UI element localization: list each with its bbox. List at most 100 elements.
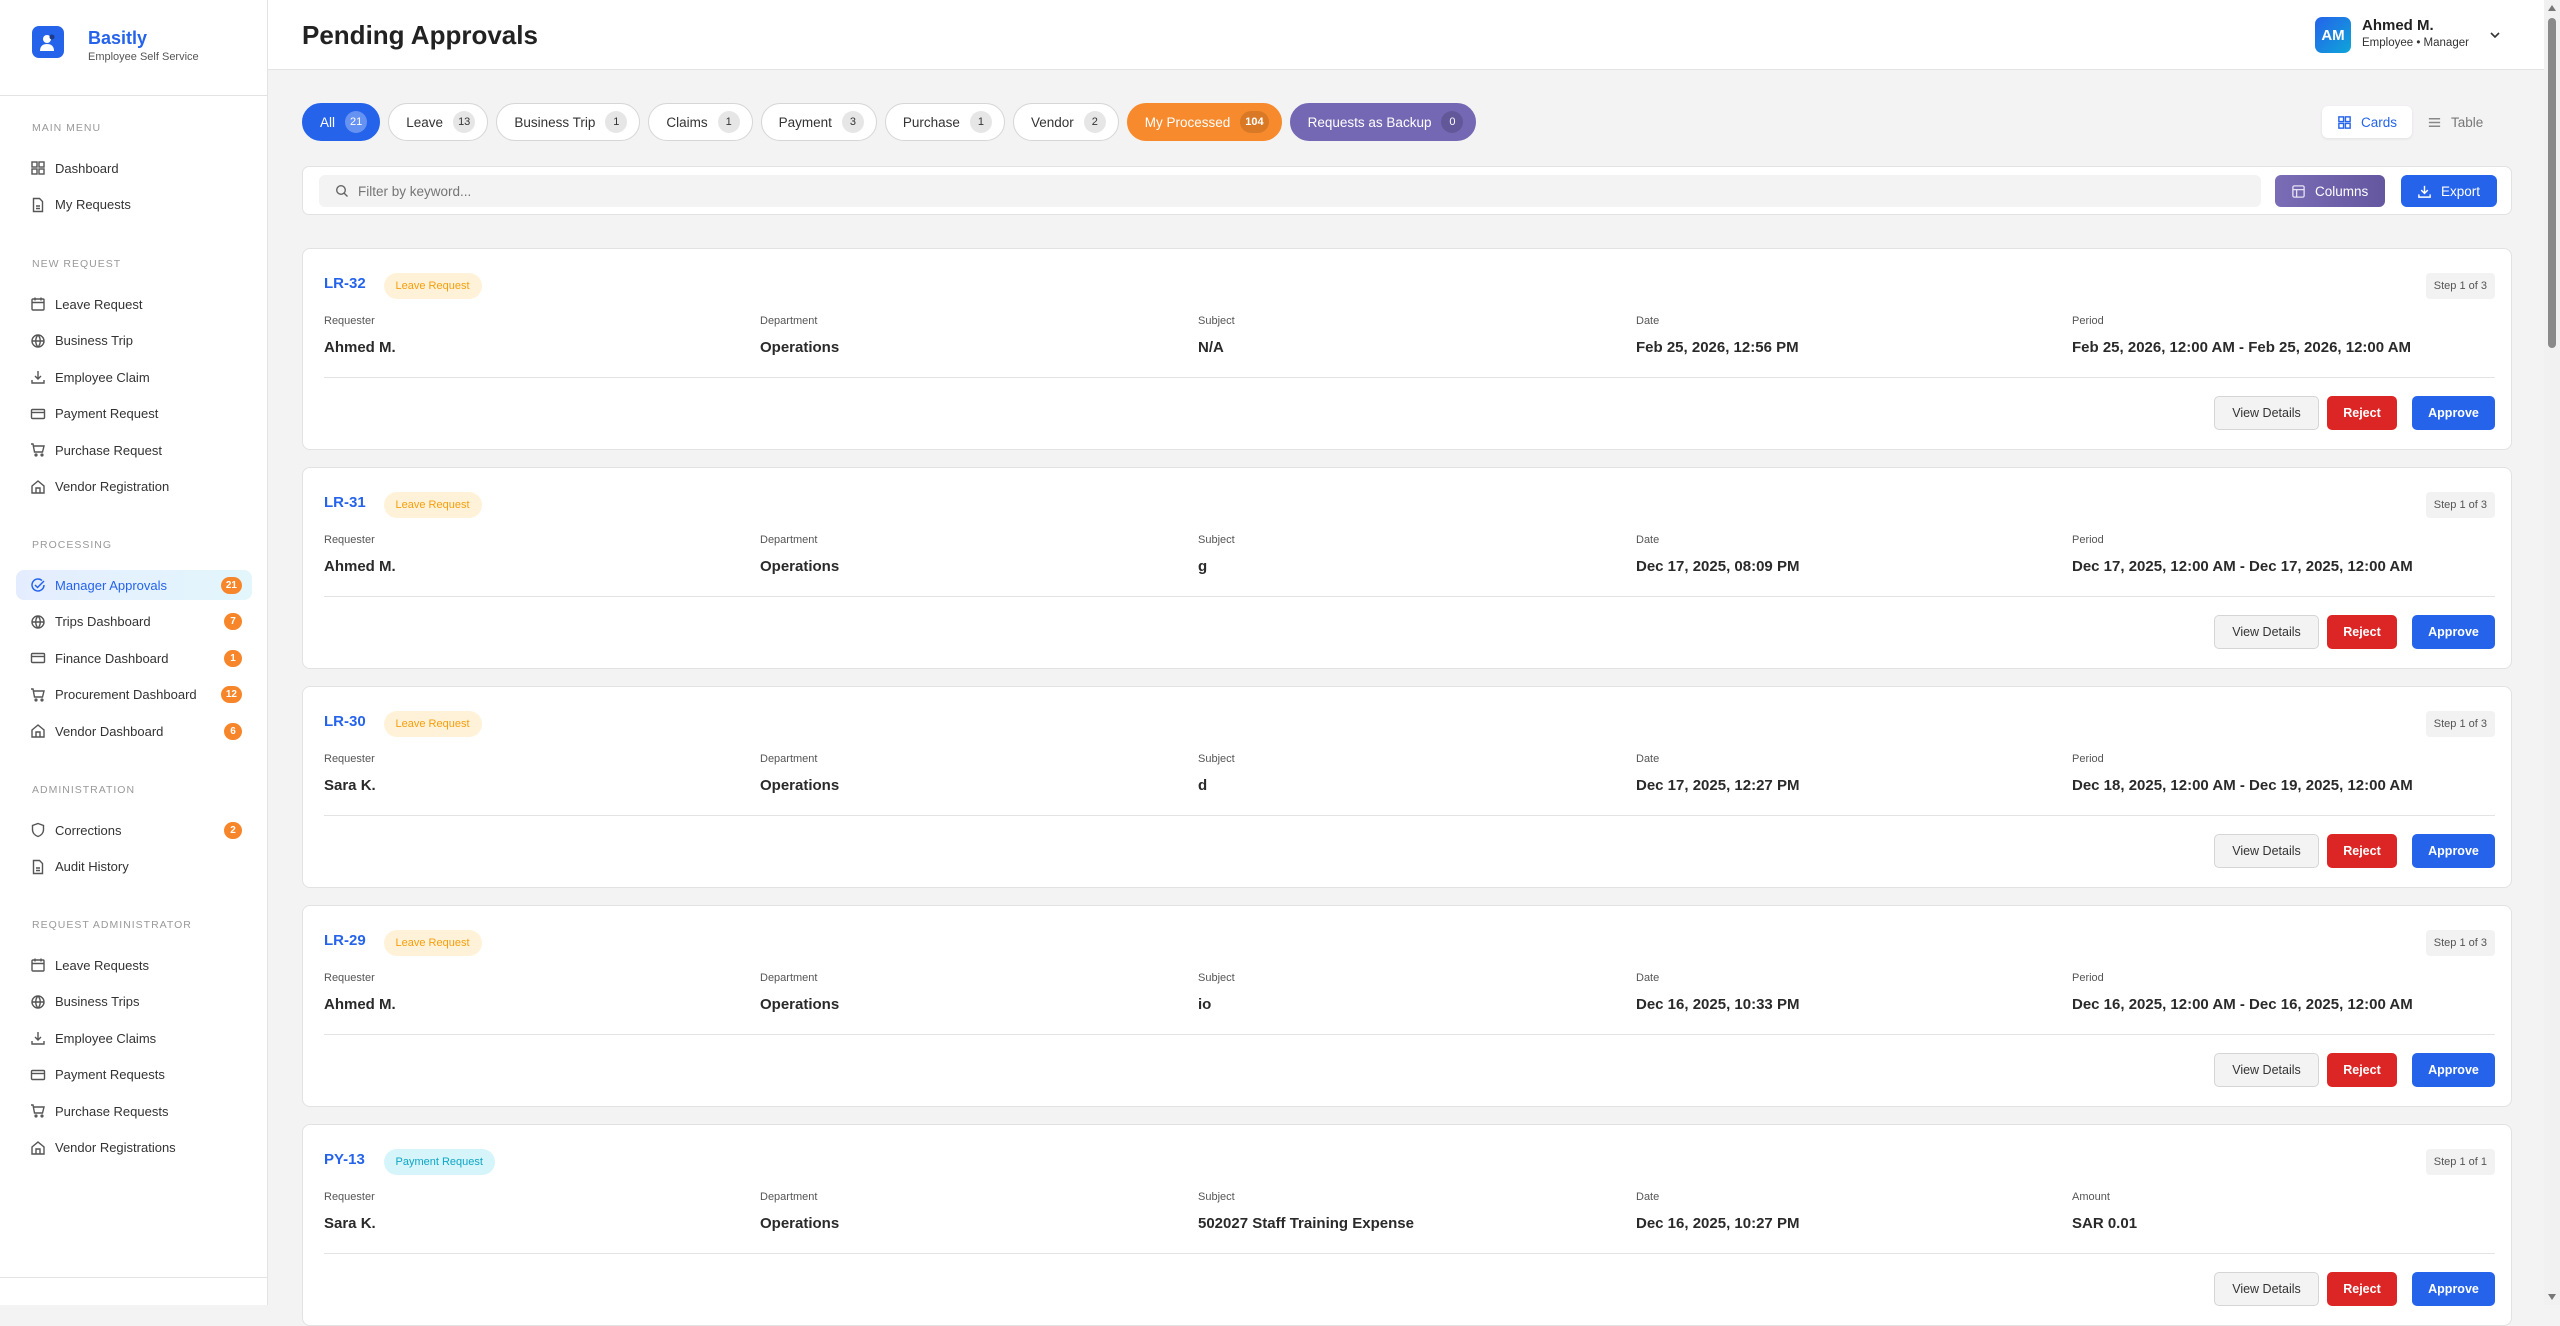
field-label: Subject (1198, 534, 1235, 546)
approve-button[interactable]: Approve (2412, 396, 2495, 430)
sidebar-item-vendor-dashboard[interactable]: Vendor Dashboard 6 (16, 716, 252, 746)
tab-label: Vendor (1030, 114, 1074, 130)
view-details-button[interactable]: View Details (2214, 615, 2319, 649)
view-details-button[interactable]: View Details (2214, 1053, 2319, 1087)
tab-payment[interactable]: Payment 3 (760, 103, 877, 141)
tab-leave[interactable]: Leave 13 (388, 103, 489, 141)
field-value: d (1198, 777, 1208, 794)
view-table-button[interactable]: Table (2412, 106, 2498, 138)
view-details-button[interactable]: View Details (2214, 834, 2319, 868)
sidebar-item-label: Procurement Dashboard (55, 687, 197, 702)
field-value: Operations (760, 996, 840, 1013)
sidebar-item-procurement-dashboard[interactable]: Procurement Dashboard 12 (16, 680, 252, 710)
tab-count: 21 (345, 111, 368, 133)
sidebar-item-business-trip[interactable]: Business Trip (16, 326, 252, 356)
field-label: Subject (1198, 315, 1235, 327)
field-requester: Requester Ahmed M. (324, 315, 396, 356)
export-button[interactable]: Export (2401, 175, 2497, 207)
sidebar-item-purchase-requests[interactable]: Purchase Requests (16, 1096, 252, 1126)
field-label: Department (760, 1191, 818, 1203)
store-icon (31, 1140, 45, 1155)
scrollbar-thumb[interactable] (2548, 18, 2556, 348)
download-icon (31, 1032, 45, 1045)
sidebar-item-business-trips[interactable]: Business Trips (16, 987, 252, 1017)
request-type-badge: Leave Request (383, 492, 482, 518)
field-value: Dec 17, 2025, 12:00 AM - Dec 17, 2025, 1… (2072, 558, 2413, 575)
sidebar-item-label: Finance Dashboard (55, 650, 169, 666)
tab-count: 3 (841, 111, 864, 133)
sidebar-item-payment-request[interactable]: Payment Request (16, 399, 252, 429)
scrollbar[interactable] (2544, 0, 2560, 1305)
field-value: Feb 25, 2026, 12:00 AM - Feb 25, 2026, 1… (2072, 339, 2412, 356)
reject-button[interactable]: Reject (2327, 1272, 2397, 1306)
sidebar-item-label: Trips Dashboard (55, 614, 151, 629)
brand-subtitle: Employee Self Service (88, 51, 199, 63)
tab-vendor[interactable]: Vendor 2 (1012, 103, 1119, 141)
sidebar-item-vendor-registration[interactable]: Vendor Registration (16, 472, 252, 502)
check-circle-icon (31, 578, 45, 592)
reject-button[interactable]: Reject (2327, 834, 2397, 868)
sidebar-item-label: Audit History (55, 859, 129, 874)
sidebar-item-dashboard[interactable]: Dashboard (16, 153, 252, 183)
chevron-down-icon[interactable] (2488, 28, 2502, 42)
approve-button[interactable]: Approve (2412, 834, 2495, 868)
request-id-link[interactable]: PY-13 (324, 1151, 365, 1168)
field-label: Date (1636, 972, 1660, 984)
sidebar-item-vendor-registrations[interactable]: Vendor Registrations (16, 1133, 252, 1163)
sidebar-item-audit-history[interactable]: Audit History (16, 852, 252, 882)
sidebar-item-my-requests[interactable]: My Requests (16, 190, 252, 220)
field-value: g (1198, 558, 1208, 575)
approve-button[interactable]: Approve (2412, 1053, 2495, 1087)
count-badge: 12 (220, 686, 242, 703)
tab-purchase[interactable]: Purchase 1 (884, 103, 1005, 141)
field-label: Date (1636, 534, 1660, 546)
view-details-button[interactable]: View Details (2214, 1272, 2319, 1306)
step-badge: Step 1 of 3 (2425, 711, 2495, 737)
columns-button[interactable]: Columns (2275, 175, 2385, 207)
reject-button[interactable]: Reject (2327, 1053, 2397, 1087)
reject-button[interactable]: Reject (2327, 615, 2397, 649)
tab-business-trip[interactable]: Business Trip 1 (496, 103, 641, 141)
request-id-link[interactable]: LR-30 (324, 713, 366, 730)
field-department: Department Operations (760, 972, 839, 1013)
field-department: Department Operations (760, 534, 839, 575)
field-value: 502027 Staff Training Expense (1198, 1215, 1414, 1232)
sidebar-item-leave-requests[interactable]: Leave Requests (16, 950, 252, 980)
tab-all[interactable]: All 21 (302, 103, 381, 141)
tab-claims[interactable]: Claims 1 (648, 103, 753, 141)
sidebar-item-label: Business Trips (55, 994, 140, 1009)
request-id-link[interactable]: LR-32 (324, 275, 366, 292)
field-subject: Subject N/A (1198, 315, 1235, 356)
field-label: Date (1636, 1191, 1660, 1203)
sidebar-item-trips-dashboard[interactable]: Trips Dashboard 7 (16, 607, 252, 637)
field-label: Period (2072, 315, 2104, 327)
request-type-badge: Payment Request (383, 1149, 495, 1175)
search-input[interactable] (358, 183, 2158, 199)
field-label: Requester (324, 1191, 375, 1203)
request-id-link[interactable]: LR-29 (324, 932, 366, 949)
tab-my-processed[interactable]: My Processed 104 (1126, 103, 1282, 141)
sidebar-item-corrections[interactable]: Corrections 2 (16, 815, 252, 845)
sidebar-item-label: Employee Claims (55, 1030, 157, 1046)
field-period: Period Dec 16, 2025, 12:00 AM - Dec 16, 2… (2072, 972, 2413, 1013)
sidebar-item-label: Business Trip (55, 333, 134, 348)
field-subject: Subject io (1198, 972, 1235, 1013)
field-date: Date Feb 25, 2026, 12:56 PM (1636, 315, 1799, 356)
sidebar-item-manager-approvals[interactable]: Manager Approvals 21 (16, 570, 252, 600)
view-details-button[interactable]: View Details (2214, 396, 2319, 430)
tab-requests-as-backup[interactable]: Requests as Backup 0 (1289, 103, 1477, 141)
avatar[interactable]: AM (2315, 17, 2351, 53)
sidebar-item-employee-claims[interactable]: Employee Claims (16, 1023, 252, 1053)
view-cards-button[interactable]: Cards (2322, 106, 2413, 138)
request-id-link[interactable]: LR-31 (324, 494, 366, 511)
sidebar-item-leave-request[interactable]: Leave Request (16, 289, 252, 319)
sidebar-item-payment-requests[interactable]: Payment Requests (16, 1060, 252, 1090)
globe-icon (31, 333, 45, 348)
sidebar-item-finance-dashboard[interactable]: Finance Dashboard 1 (16, 643, 252, 673)
sidebar-item-employee-claim[interactable]: Employee Claim (16, 362, 252, 392)
count-badge: 6 (224, 722, 242, 740)
approve-button[interactable]: Approve (2412, 1272, 2495, 1306)
reject-button[interactable]: Reject (2327, 396, 2397, 430)
approve-button[interactable]: Approve (2412, 615, 2495, 649)
sidebar-item-purchase-request[interactable]: Purchase Request (16, 435, 252, 465)
